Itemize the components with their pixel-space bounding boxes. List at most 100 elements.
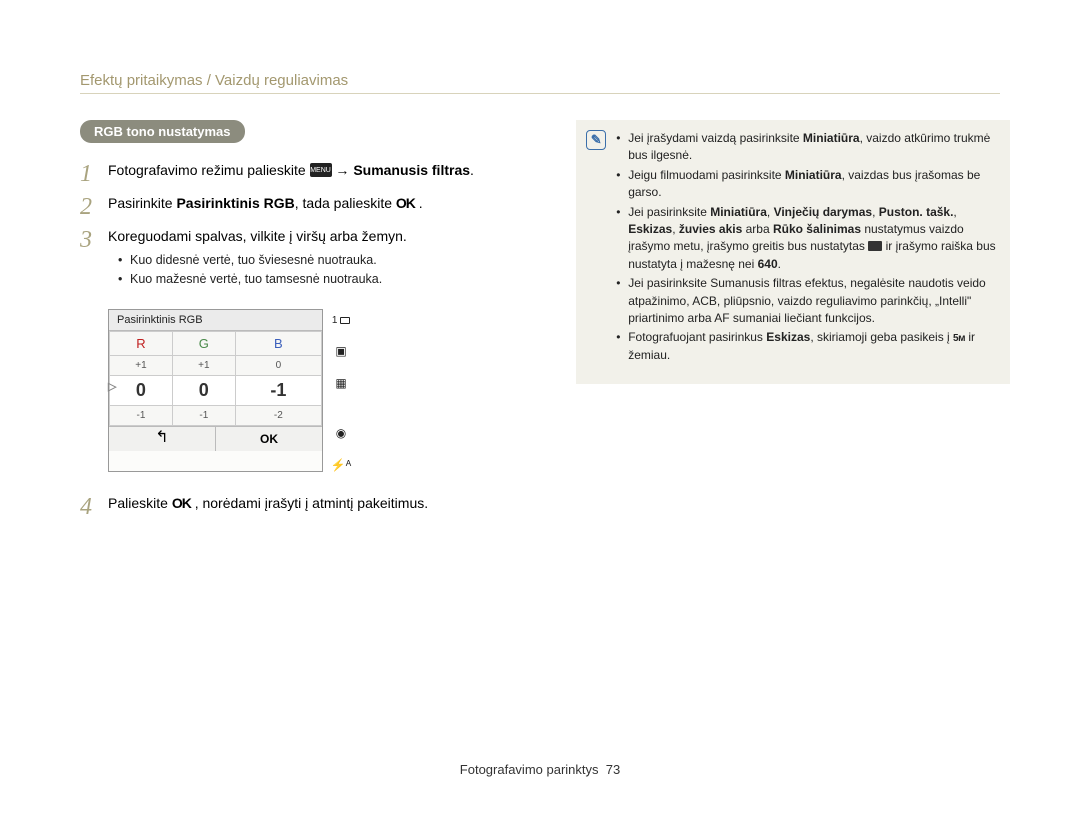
resolution-icon: 5ᴍ <box>953 332 965 347</box>
rgb-cell[interactable]: 0 <box>235 355 321 375</box>
note-text: , <box>767 205 774 219</box>
page-header: Efektų pritaikymas / Vaizdų reguliavimas <box>80 72 1000 94</box>
back-button[interactable]: ↰ <box>109 427 216 451</box>
note-bold: Eskizas <box>766 330 810 344</box>
step-text: Fotografavimo režimu palieskite MENU → S… <box>108 161 538 180</box>
arrow-icon: → <box>335 162 353 178</box>
col-header-g: G <box>172 331 235 355</box>
note-bold: Vinječių darymas <box>774 205 873 219</box>
rgb-cell[interactable]: -1 <box>235 375 321 405</box>
step-text-bold: Sumanusis filtras <box>353 162 470 178</box>
step-text-bold: Pasirinktinis RGB <box>176 195 294 211</box>
menu-icon: MENU <box>310 163 332 177</box>
sub-bullet: Kuo mažesnė vertė, tuo tamsesnė nuotrauk… <box>118 271 538 289</box>
table-row: -1 -1 -2 <box>110 405 322 425</box>
right-column: ✎ Jei įrašydami vaizdą pasirinksite Mini… <box>576 72 1010 527</box>
note-text: , <box>872 205 879 219</box>
step-text: Palieskite OK , norėdami įrašyti į atmin… <box>108 494 538 513</box>
rgb-value: 0 <box>136 380 146 400</box>
rgb-cell[interactable]: +1 <box>110 355 173 375</box>
col-header-r: R <box>110 331 173 355</box>
note-text: Jeigu filmuodami pasirinksite <box>628 168 785 182</box>
note-bold: Rūko šalinimas <box>773 222 861 236</box>
ok-icon: OK <box>172 495 191 511</box>
sub-bullets: Kuo didesnė vertė, tuo šviesesnė nuotrau… <box>118 252 538 289</box>
note-bold: Puston. tašk. <box>879 205 954 219</box>
step-text-part: Palieskite <box>108 495 172 511</box>
step-4: 4 Palieskite OK , norėdami įrašyti į atm… <box>80 494 538 519</box>
note-bold: Eskizas <box>628 222 672 236</box>
step-2: 2 Pasirinkite Pasirinktinis RGB, tada pa… <box>80 194 538 219</box>
step-3: 3 Koreguodami spalvas, vilkite į viršų a… <box>80 227 538 291</box>
note-item: Jei pasirinksite Miniatiūra, Vinječių da… <box>616 204 996 274</box>
step-number: 2 <box>80 194 108 219</box>
step-text-part: Koreguodami spalvas, vilkite į viršų arb… <box>108 228 407 244</box>
rgb-cell[interactable]: 0 <box>172 375 235 405</box>
step-text: Pasirinkite Pasirinktinis RGB, tada pali… <box>108 194 538 213</box>
ok-label: OK <box>260 432 278 446</box>
note-text: , <box>672 222 679 236</box>
step-text-part: . <box>415 195 423 211</box>
flash-icon: ⚡ᴬ <box>330 458 352 472</box>
step-text-part: Pasirinkite <box>108 195 176 211</box>
left-column: RGB tono nustatymas 1 Fotografavimo reži… <box>80 72 538 527</box>
rgb-cell[interactable]: ▷0 <box>110 375 173 405</box>
sub-bullet: Kuo didesnė vertė, tuo šviesesnė nuotrau… <box>118 252 538 270</box>
mode-icon: ▦ <box>330 376 352 390</box>
step-number: 1 <box>80 161 108 186</box>
step-text: Koreguodami spalvas, vilkite į viršų arb… <box>108 227 538 291</box>
note-text: . <box>778 257 781 271</box>
focus-icon: ◉ <box>330 426 352 440</box>
table-row: +1 +1 0 <box>110 355 322 375</box>
rgb-cell[interactable]: -1 <box>172 405 235 425</box>
step-number: 4 <box>80 494 108 519</box>
device-footer: ↰ OK <box>109 426 322 451</box>
note-item: Jei įrašydami vaizdą pasirinksite Miniat… <box>616 130 996 165</box>
note-list: Jei įrašydami vaizdą pasirinksite Miniat… <box>616 130 996 366</box>
note-bold: Miniatiūra <box>785 168 842 182</box>
side-indicators: 1 ▣ ▦ ◉ ⚡ᴬ <box>330 309 352 472</box>
ok-icon: OK <box>396 195 415 211</box>
note-item: Jei pasirinksite Sumanusis filtras efekt… <box>616 275 996 327</box>
page-footer: Fotografavimo parinktys 73 <box>0 762 1080 777</box>
step-1: 1 Fotografavimo režimu palieskite MENU →… <box>80 161 538 186</box>
selector-arrow-icon: ▷ <box>108 380 116 393</box>
mode-icon: ▣ <box>330 344 352 358</box>
device-screen: Pasirinktinis RGB R G B +1 +1 0 ▷0 0 <box>108 309 323 472</box>
steps-list-continued: 4 Palieskite OK , norėdami įrašyti į atm… <box>80 494 538 519</box>
note-bold: žuvies akis <box>679 222 742 236</box>
ok-button[interactable]: OK <box>216 427 322 451</box>
section-badge: RGB tono nustatymas <box>80 120 245 143</box>
note-box: ✎ Jei įrašydami vaizdą pasirinksite Mini… <box>576 120 1010 384</box>
step-number: 3 <box>80 227 108 252</box>
step-text-part: Fotografavimo režimu palieskite <box>108 162 310 178</box>
info-icon: ✎ <box>586 130 606 150</box>
note-text: Fotografuojant pasirinkus <box>628 330 766 344</box>
note-item: Fotografuojant pasirinkus Eskizas, skiri… <box>616 329 996 364</box>
note-bold: 640 <box>758 257 778 271</box>
note-text: Jei įrašydami vaizdą pasirinksite <box>628 131 803 145</box>
record-speed-icon <box>868 241 882 251</box>
note-bold: Miniatiūra <box>710 205 767 219</box>
rgb-cell[interactable]: -2 <box>235 405 321 425</box>
steps-list: 1 Fotografavimo režimu palieskite MENU →… <box>80 161 538 291</box>
rgb-device-panel: Pasirinktinis RGB R G B +1 +1 0 ▷0 0 <box>108 309 378 472</box>
rgb-table: R G B +1 +1 0 ▷0 0 -1 -1 <box>109 331 322 426</box>
battery-indicator-icon: 1 <box>330 315 352 326</box>
note-text: , <box>953 205 956 219</box>
rgb-cell[interactable]: +1 <box>172 355 235 375</box>
table-row: ▷0 0 -1 <box>110 375 322 405</box>
note-bold: Miniatiūra <box>803 131 860 145</box>
device-title: Pasirinktinis RGB <box>109 310 322 331</box>
note-text: Jei pasirinksite <box>628 205 710 219</box>
page-number: 73 <box>606 762 620 777</box>
note-item: Jeigu filmuodami pasirinksite Miniatiūra… <box>616 167 996 202</box>
step-text-part: . <box>470 162 474 178</box>
note-text: , skiriamoji geba pasikeis į <box>810 330 953 344</box>
rgb-cell[interactable]: -1 <box>110 405 173 425</box>
col-header-b: B <box>235 331 321 355</box>
footer-label: Fotografavimo parinktys <box>460 762 599 777</box>
step-text-part: , norėdami įrašyti į atmintį pakeitimus. <box>191 495 428 511</box>
step-text-part: , tada palieskite <box>295 195 396 211</box>
note-text: arba <box>742 222 773 236</box>
